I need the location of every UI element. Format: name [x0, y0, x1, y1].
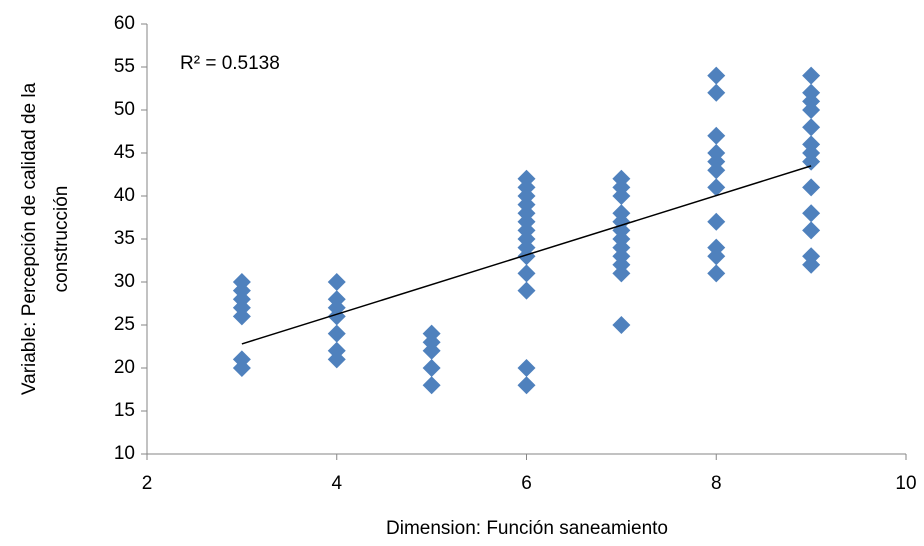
- point: [707, 161, 726, 180]
- x-tick-label: 4: [331, 473, 342, 494]
- point: [802, 118, 821, 137]
- point: [327, 307, 346, 326]
- point: [707, 247, 726, 266]
- point: [517, 376, 536, 395]
- y-tick-label: 10: [114, 443, 135, 464]
- y-tick-label: 50: [114, 99, 135, 120]
- point: [517, 264, 536, 283]
- point: [707, 264, 726, 283]
- point: [802, 178, 821, 197]
- point: [707, 126, 726, 145]
- point: [612, 316, 631, 334]
- x-tick-label: 10: [895, 473, 916, 494]
- point: [517, 247, 536, 266]
- point: [517, 281, 536, 300]
- point: [802, 204, 821, 223]
- point: [232, 307, 251, 326]
- y-axis-title: Variable: Percepción de calidad de la: [19, 82, 40, 395]
- point: [707, 178, 726, 197]
- point: [707, 83, 726, 102]
- point: [327, 324, 346, 343]
- point: [802, 66, 821, 85]
- point: [802, 221, 821, 240]
- point: [422, 341, 441, 360]
- x-tick-label: 8: [711, 473, 722, 494]
- r-squared: R² = 0.5138: [180, 53, 280, 74]
- y-tick-label: 40: [114, 185, 135, 206]
- point: [802, 152, 821, 171]
- point: [232, 359, 251, 377]
- point: [327, 273, 346, 291]
- trendline: [241, 165, 812, 345]
- y-tick-label: 35: [114, 228, 135, 249]
- y-tick-label: 20: [114, 357, 135, 378]
- point: [707, 212, 726, 231]
- y-axis-title: construcción: [51, 186, 72, 293]
- x-tick-label: 2: [142, 473, 153, 494]
- point: [612, 264, 631, 283]
- point: [612, 187, 631, 205]
- point: [327, 350, 346, 369]
- point: [802, 255, 821, 274]
- y-tick-label: 25: [114, 314, 135, 335]
- y-tick-label: 55: [114, 56, 135, 77]
- y-tick-label: 30: [114, 271, 135, 292]
- y-tick-label: 15: [114, 400, 135, 421]
- x-axis-title: Dimension: Función saneamiento: [386, 518, 668, 539]
- point: [422, 359, 441, 377]
- x-tick-label: 6: [521, 473, 532, 494]
- point: [517, 359, 536, 377]
- y-tick-label: 45: [114, 142, 135, 163]
- point: [422, 376, 441, 395]
- point: [707, 66, 726, 85]
- y-tick-label: 60: [114, 13, 135, 34]
- point: [802, 101, 821, 119]
